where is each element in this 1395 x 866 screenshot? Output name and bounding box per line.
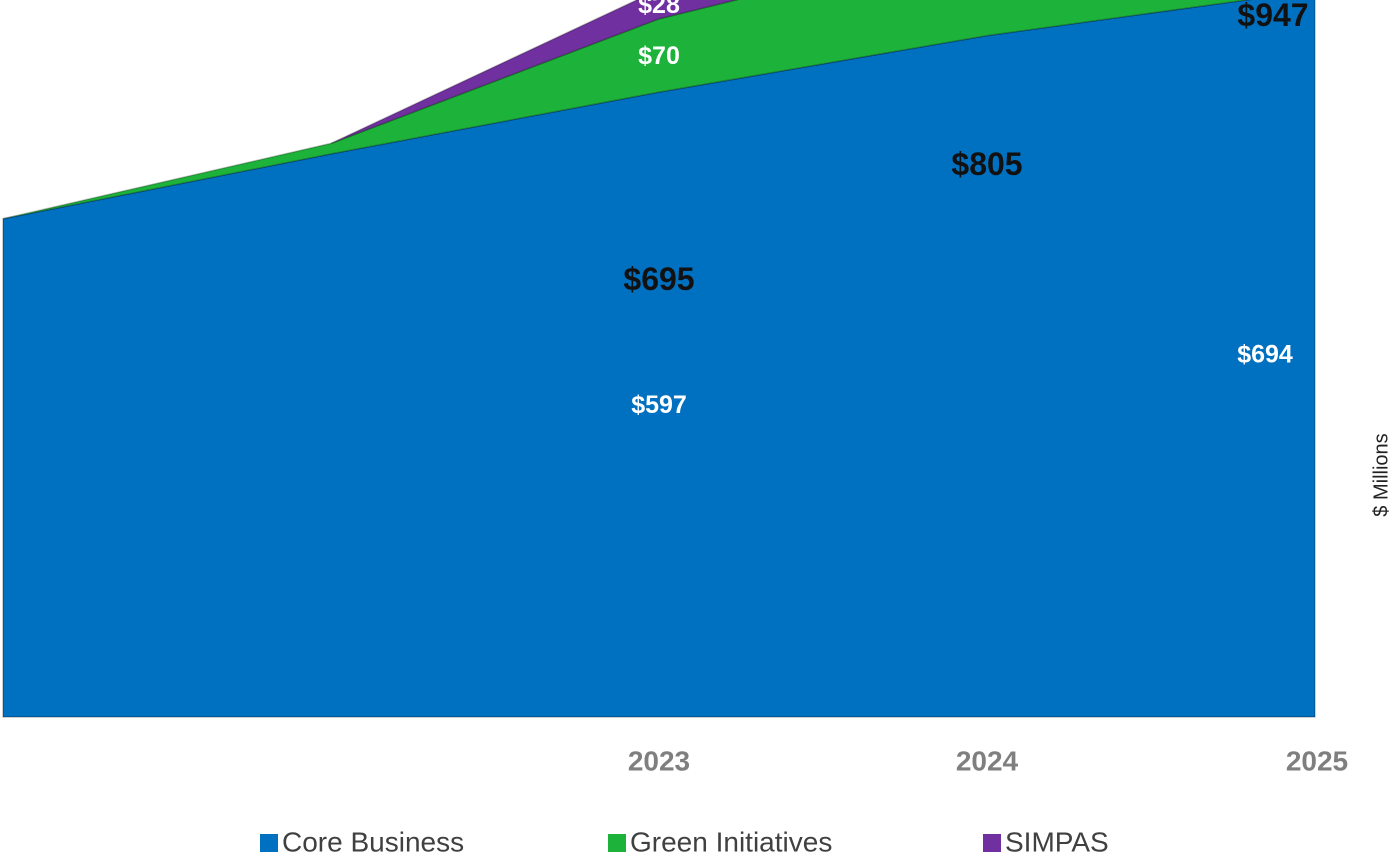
data-label: $597 (631, 391, 687, 419)
y-axis-label: $ Millions (1370, 433, 1392, 516)
legend-label: Core Business (282, 826, 464, 857)
total-label: $805 (951, 146, 1022, 182)
data-label: $70 (638, 42, 680, 70)
data-label: $694 (1237, 340, 1293, 368)
x-tick-label: 2025 (1286, 745, 1348, 776)
area (2, 0, 1252, 220)
data-label: $28 (638, 0, 680, 19)
x-tick-label: 2024 (956, 745, 1019, 776)
legend-label: SIMPAS (1005, 826, 1109, 857)
total-label: $947 (1237, 0, 1308, 33)
legend-swatch (608, 834, 626, 852)
area (330, 0, 739, 145)
legend-swatch (983, 834, 1001, 852)
area (2, 0, 1316, 718)
x-tick-label: 2023 (628, 745, 690, 776)
legend-label: Green Initiatives (630, 826, 832, 857)
total-label: $695 (623, 261, 694, 297)
legend-swatch (260, 834, 278, 852)
